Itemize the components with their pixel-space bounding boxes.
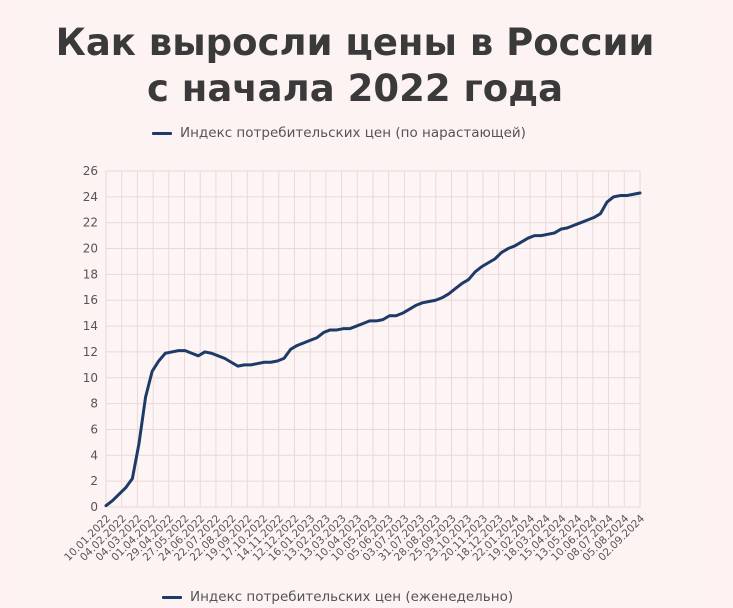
chart-title: Как выросли цены в России с начала 2022 …	[0, 20, 710, 112]
y-tick-label: 12	[83, 345, 98, 359]
y-tick-label: 0	[90, 500, 98, 514]
series-line-0	[104, 191, 642, 508]
series-layer	[104, 191, 642, 508]
y-tick-label: 20	[83, 242, 98, 256]
y-tick-label: 24	[83, 190, 98, 204]
y-tick-label: 26	[83, 164, 98, 178]
legend-bottom: Индекс потребительских цен (еженедельно)	[162, 589, 513, 605]
legend-top-swatch	[152, 131, 172, 135]
y-tick-label: 2	[90, 474, 98, 488]
legend-bottom-label: Индекс потребительских цен (еженедельно)	[190, 589, 514, 605]
y-tick-label: 14	[83, 319, 98, 333]
title-line-1: Как выросли цены в России	[55, 21, 655, 64]
y-tick-label: 18	[83, 267, 98, 281]
x-axis-ticks: 10.01.202204.02.202204.03.202201.04.2022…	[62, 512, 647, 563]
grid	[105, 170, 641, 508]
legend-top: Индекс потребительских цен (по нарастающ…	[152, 125, 526, 141]
y-tick-label: 10	[83, 371, 98, 385]
legend-bottom-swatch	[162, 595, 182, 599]
y-tick-label: 6	[90, 422, 98, 436]
y-tick-label: 8	[90, 397, 98, 411]
legend-top-label: Индекс потребительских цен (по нарастающ…	[180, 125, 526, 141]
title-line-2: с начала 2022 года	[146, 67, 564, 110]
y-tick-label: 22	[83, 216, 98, 230]
y-tick-label: 16	[83, 293, 98, 307]
y-tick-label: 4	[90, 448, 98, 462]
